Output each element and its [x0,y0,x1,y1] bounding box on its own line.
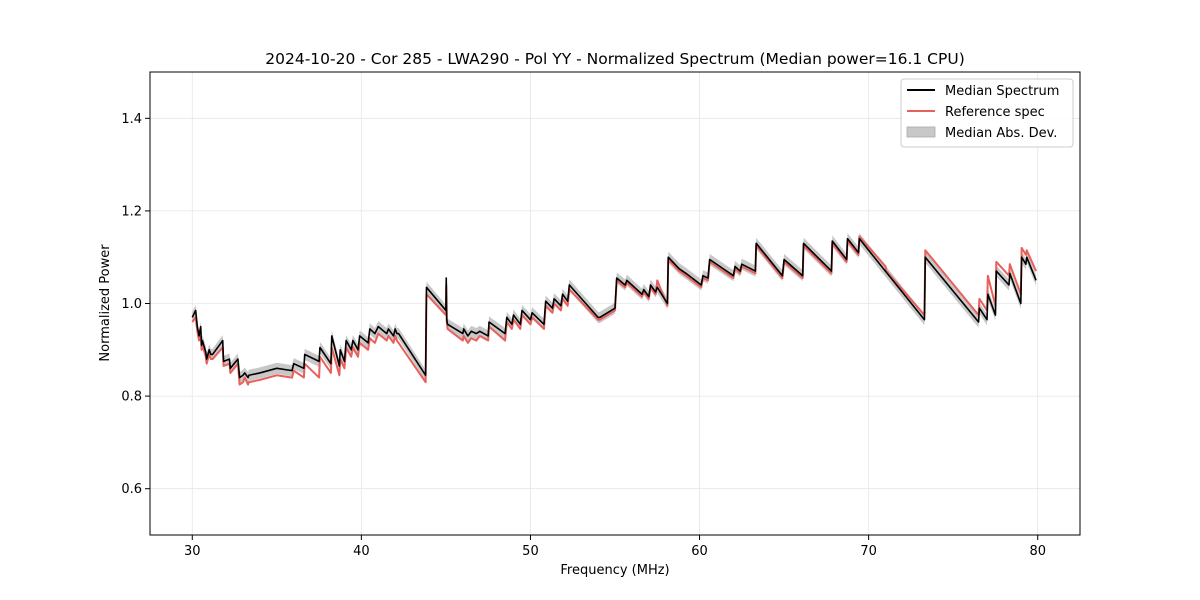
legend: Median Spectrum Reference spec Median Ab… [900,78,1074,148]
y-axis-label: Normalized Power [98,244,113,362]
y-tick-label: 1.2 [121,204,142,219]
chart-title: 2024-10-20 - Cor 285 - LWA290 - Pol YY -… [265,50,965,68]
x-axis-label: Frequency (MHz) [560,563,669,578]
x-tick-label: 40 [353,544,370,559]
y-tick-label: 1.4 [121,112,142,127]
legend-median-label: Median Spectrum [945,84,1059,99]
y-tick-label: 0.8 [121,390,142,405]
reference-spectrum-line [191,235,1037,386]
legend-box [900,78,1074,148]
y-axis-ticks: 0.6 0.8 1.0 1.2 1.4 [121,112,150,497]
median-spectrum-line [191,237,1037,379]
legend-reference-label: Reference spec [945,105,1045,120]
legend-mad-swatch [906,126,936,138]
y-tick-label: 0.6 [121,482,142,497]
x-tick-label: 30 [184,544,201,559]
y-tick-label: 1.0 [121,297,142,312]
x-axis-ticks: 30 40 50 60 70 80 [184,535,1046,559]
x-tick-label: 50 [522,544,539,559]
x-tick-label: 60 [691,544,708,559]
x-tick-label: 80 [1029,544,1046,559]
legend-mad-label: Median Abs. Dev. [945,126,1057,141]
x-tick-label: 70 [860,544,877,559]
